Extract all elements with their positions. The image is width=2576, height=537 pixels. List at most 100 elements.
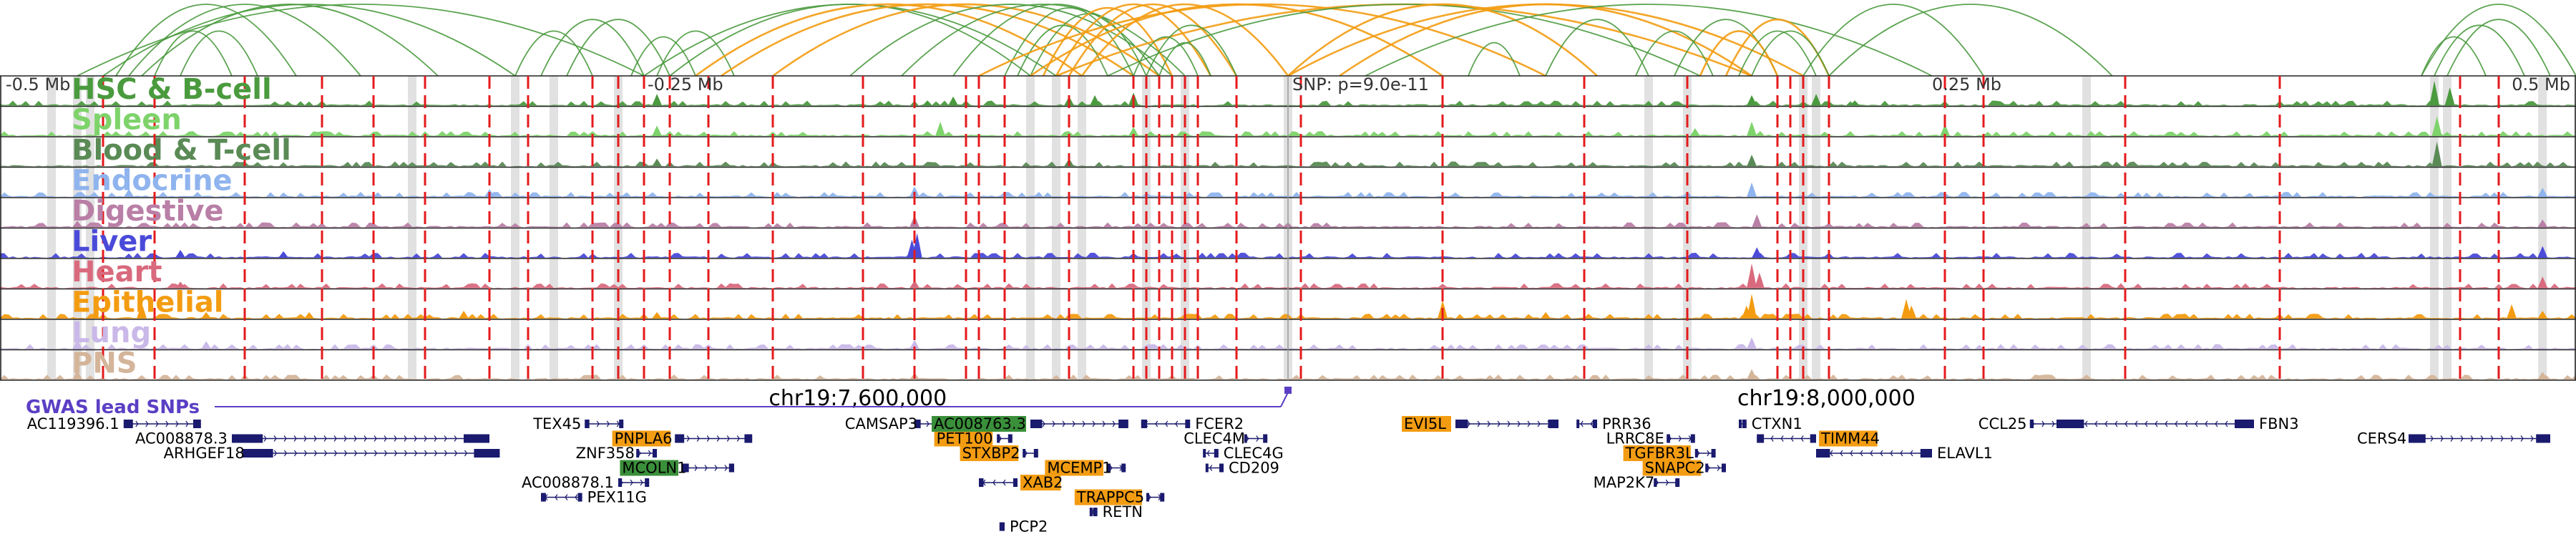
gene: MAP2K7 [1594,474,1680,491]
interaction-arc [1700,31,1777,76]
axis-tick-label: 0.25 Mb [1932,74,2001,95]
gene-exon [618,478,622,487]
gene-exon [2030,420,2034,428]
gene-label: AC119396.1 [27,415,119,432]
track-label: Heart [72,256,162,289]
interaction-arcs [77,4,2576,76]
gene-label: ELAVL1 [1937,445,1993,462]
signal-peak [1747,95,1757,106]
gene-exon [1013,478,1018,487]
gene: SNAPC2 [1643,460,1726,477]
gene-exon [464,435,489,443]
gene-exon [2409,435,2426,443]
interaction-arc [1108,4,1700,76]
track-label: PNS [72,347,137,380]
signal-peak [201,342,211,349]
signal-peak [948,97,958,106]
gene-exon [1141,420,1147,428]
signal-peak [1090,95,1100,106]
gene-exon [1739,420,1742,428]
gene-exon [1121,464,1126,473]
gwas-track: GWAS lead SNPs chr19:7,600,000 chr19:8,0… [26,386,1916,418]
genome-browser-figure: HSC & B-cellSpleenBlood & T-cellEndocrin… [0,0,2576,537]
gene-exon [585,420,589,428]
gene-exon [1548,420,1558,428]
gene-exon [1675,478,1679,487]
signal-peak [1752,247,1762,258]
gene-exon [1695,449,1698,458]
gene-exon [1921,449,1932,458]
gene-label: CERS4 [2357,430,2406,448]
track-label: Liver [72,226,152,258]
track-label: Spleen [72,104,182,137]
gene-label: CAMSAP3 [845,415,917,432]
gene-label: EVI5L [1404,415,1446,432]
track-label: Digestive [72,195,224,228]
signal-peak [935,122,945,136]
gene-exon [979,478,983,487]
gene-exon [1219,464,1224,473]
gene-track: AC119396.1AC008878.3ARHGEF18TEX45PNPLA6Z… [27,415,2550,536]
interaction-arc [180,31,258,76]
gene-exon [997,435,1000,443]
gene-exon [474,449,499,458]
gene: PEX11G [541,489,647,506]
gene: ELAVL1 [1816,445,1993,462]
gene-exon [1030,420,1042,428]
gene-label: FBN3 [2259,415,2299,432]
interaction-arc [567,19,670,76]
gene: CD209 [1206,460,1279,477]
gene-exon [1214,449,1219,458]
gene-exon [124,420,133,428]
gene-exon [729,464,734,473]
gene-exon [1691,435,1695,443]
gene-exon [1093,508,1098,516]
gene-exon [1000,523,1005,531]
gene-exon [744,435,752,443]
gene-label: STXBP2 [962,445,1020,462]
gene-exon [1118,420,1128,428]
gene-exon [1816,449,1830,458]
gene: EVI5L [1402,415,1558,432]
gene-label: PCP2 [1010,518,1048,536]
gene-label: CD209 [1229,460,1279,477]
chromosome-coordinate: chr19:8,000,000 [1737,386,1916,411]
signal-peak [652,159,662,167]
gene-label: CCL25 [1979,415,2027,432]
gene-exon [2061,420,2084,428]
gene-exon [1008,435,1013,443]
gene-label: XAB2 [1023,474,1063,491]
interaction-arc [541,19,644,76]
gene-exon [645,478,649,487]
gene-label: MAP2K7 [1594,474,1655,491]
axis-tick-label: -0.5 Mb [6,74,70,95]
interaction-arc [1146,25,1236,76]
gene: MCOLN1 [620,460,734,477]
gene-exon [1722,464,1726,473]
interaction-arc [1803,4,1984,76]
interaction-arc [116,4,296,76]
interaction-arc [1018,25,1108,76]
signal-peak [1747,369,1757,379]
gene-exon [653,449,657,458]
signal-peak [1747,263,1757,289]
gene-label: MCOLN1 [622,460,686,477]
signal-peak [1755,273,1765,289]
gene-exon [1203,449,1206,458]
gene: CERS4 [2357,430,2550,448]
signal-peak [175,250,185,258]
gene-exon [2235,420,2254,428]
interaction-arc [1636,31,1713,76]
gene-exon [541,493,546,502]
gene-exon [1576,420,1579,428]
gene-exon [1160,493,1164,502]
gene-exon [242,449,273,458]
gene: TIMM44 [1757,430,1880,448]
gene-exon [1593,420,1597,428]
gene-exon [1757,435,1764,443]
gene-exon [1185,420,1190,428]
gene-exon [1742,420,1747,428]
interaction-arc [103,4,515,76]
interaction-arc [1546,19,1649,76]
track-label: HSC & B-cell [72,73,272,106]
